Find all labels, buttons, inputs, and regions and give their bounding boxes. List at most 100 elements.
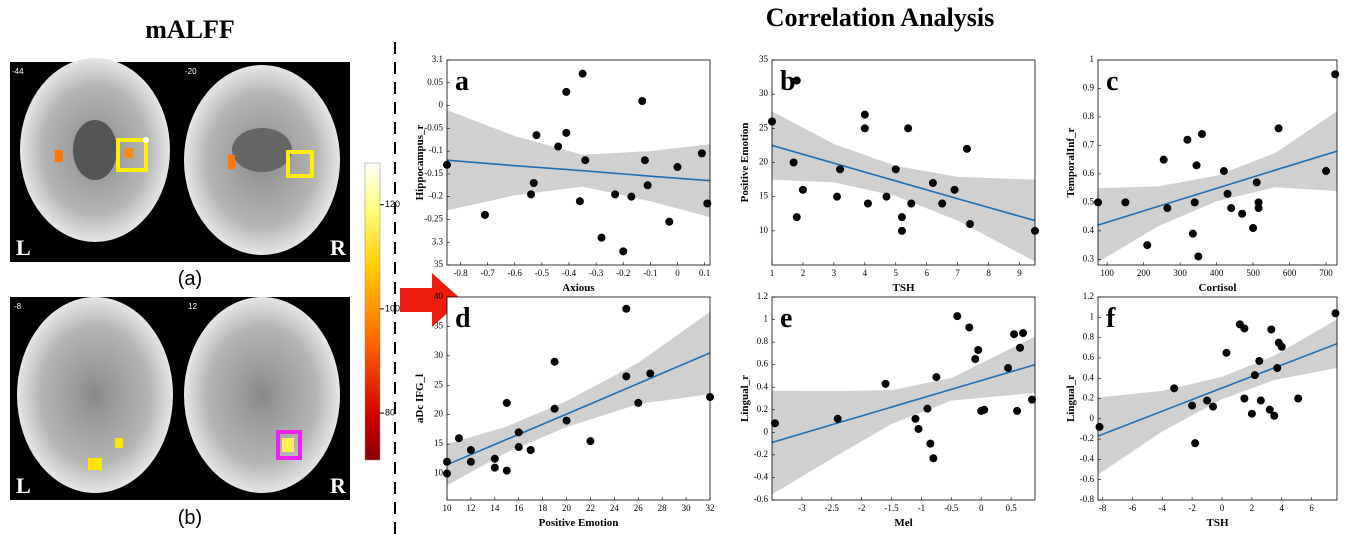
- data-point: [1248, 410, 1256, 418]
- data-point: [836, 165, 844, 173]
- y-axis-label: Lingual_r: [1065, 375, 1077, 422]
- x-tick-label: 0.5: [1005, 503, 1017, 513]
- data-point: [551, 405, 559, 413]
- data-point: [923, 405, 931, 413]
- data-point: [1143, 241, 1151, 249]
- x-axis-label: Positive Emotion: [539, 517, 619, 529]
- data-point: [833, 193, 841, 201]
- x-tick-label: 6: [924, 268, 929, 278]
- y-axis-label: Positive Emotion: [739, 123, 751, 203]
- y-tick-label: -0.6: [1080, 474, 1095, 484]
- data-point: [1121, 198, 1129, 206]
- data-point: [641, 156, 649, 164]
- y-axis-label: Hippocampus_r: [414, 124, 426, 200]
- data-point: [1019, 329, 1027, 337]
- data-point: [932, 373, 940, 381]
- data-point: [646, 369, 654, 377]
- y-tick-label: 20: [759, 157, 769, 167]
- y-axis-label: aDc IFG_l: [414, 374, 426, 423]
- data-point: [619, 247, 627, 255]
- data-point: [532, 131, 540, 139]
- data-point: [1189, 230, 1197, 238]
- y-tick-label: 0.9: [1083, 83, 1095, 93]
- data-point: [1198, 130, 1206, 138]
- data-point: [1194, 252, 1202, 260]
- x-tick-label: 7: [955, 268, 960, 278]
- x-tick-label: 6: [1309, 503, 1314, 513]
- y-tick-label: 20: [434, 409, 444, 419]
- x-tick-label: -0.4: [562, 268, 577, 278]
- data-point: [963, 145, 971, 153]
- x-tick-label: 8: [986, 268, 991, 278]
- colorbar-tick-label: 80: [385, 407, 395, 417]
- y-tick-label: 15: [759, 191, 769, 201]
- x-tick-label: -0.1: [643, 268, 657, 278]
- data-point: [1227, 204, 1235, 212]
- data-point: [455, 434, 463, 442]
- data-point: [938, 200, 946, 208]
- x-tick-label: 4: [863, 268, 868, 278]
- y-tick-label: -0.05: [424, 122, 443, 132]
- data-point: [698, 149, 706, 157]
- x-tick-label: 400: [1210, 268, 1224, 278]
- x-tick-label: 2: [1250, 503, 1255, 513]
- data-point: [1160, 156, 1168, 164]
- data-point: [926, 440, 934, 448]
- y-tick-label: 0.3: [1083, 253, 1095, 263]
- data-point: [951, 186, 959, 194]
- y-tick-label: 10: [434, 468, 444, 478]
- data-point: [793, 213, 801, 221]
- data-point: [581, 156, 589, 164]
- x-tick-label: 5: [894, 268, 899, 278]
- data-point: [563, 417, 571, 425]
- x-tick-label: 18: [538, 503, 548, 513]
- y-tick-label: 0.2: [757, 404, 768, 414]
- y-tick-label: 1.2: [1083, 291, 1094, 301]
- y-tick-label: -0.2: [754, 449, 768, 459]
- slice-label: -8: [14, 302, 22, 311]
- data-point: [1016, 344, 1024, 352]
- y-tick-label: 40: [434, 291, 444, 301]
- data-point: [1255, 357, 1263, 365]
- data-point: [1191, 198, 1199, 206]
- y-tick-label: 0.6: [757, 359, 769, 369]
- y-tick-label: 35: [759, 54, 769, 64]
- data-point: [1294, 395, 1302, 403]
- data-point: [861, 124, 869, 132]
- y-tick-label: -0.4: [1080, 453, 1095, 463]
- slice-label: -20: [185, 67, 197, 76]
- data-point: [627, 193, 635, 201]
- scatter-plot: 101520253035123456789TSHPositive Emotion…: [739, 54, 1039, 294]
- x-tick-label: -0.3: [589, 268, 604, 278]
- data-point: [530, 179, 538, 187]
- data-point: [467, 458, 475, 466]
- data-point: [1170, 384, 1178, 392]
- data-point: [882, 380, 890, 388]
- figure-title: Correlation Analysis: [766, 3, 994, 32]
- data-point: [1220, 167, 1228, 175]
- x-tick-label: -2.5: [825, 503, 840, 513]
- x-tick-label: 30: [682, 503, 692, 513]
- data-point: [634, 399, 642, 407]
- data-point: [1267, 325, 1275, 333]
- data-point: [1095, 423, 1103, 431]
- data-point: [971, 355, 979, 363]
- data-point: [1255, 198, 1263, 206]
- y-tick-label: 35: [434, 259, 444, 269]
- data-point: [1249, 224, 1257, 232]
- left-label: L: [16, 235, 31, 260]
- data-point: [1278, 343, 1286, 351]
- data-point: [1257, 397, 1265, 405]
- x-tick-label: 4: [1279, 503, 1284, 513]
- data-point: [1004, 364, 1012, 372]
- y-tick-label: -0.6: [754, 494, 769, 504]
- data-point: [1191, 439, 1199, 447]
- y-tick-label: 0.6: [1083, 352, 1095, 362]
- data-point: [864, 200, 872, 208]
- x-tick-label: -4: [1158, 503, 1166, 513]
- data-point: [1270, 412, 1278, 420]
- x-tick-label: 32: [706, 503, 715, 513]
- y-tick-label: 0.6: [1083, 168, 1095, 178]
- scatter-plot: -0.8-0.6-0.4-0.200.20.40.60.811.2-8-6-4-…: [1065, 291, 1340, 529]
- x-tick-label: 200: [1137, 268, 1151, 278]
